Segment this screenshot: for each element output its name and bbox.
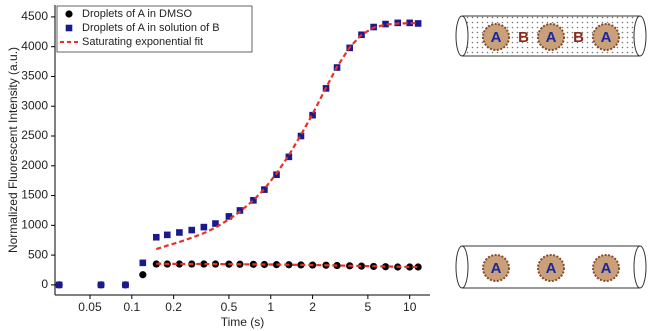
point [357, 262, 366, 270]
point [163, 231, 171, 239]
point [225, 213, 233, 220]
point [236, 207, 244, 214]
y-tick-label: 500 [28, 247, 48, 261]
particle-label: A [546, 260, 557, 277]
point [261, 186, 268, 193]
y-tick-label: 2500 [21, 128, 48, 142]
legend-label: Droplets of A in solution of B [82, 22, 220, 34]
point [176, 229, 183, 236]
particle [482, 23, 510, 51]
point [285, 153, 293, 161]
y-tick-label: 2000 [21, 158, 48, 172]
tube-end [455, 245, 469, 289]
point [382, 20, 389, 28]
fit-line [155, 22, 419, 251]
legend-marker [65, 24, 73, 32]
legend-label: Droplets of A in DMSO [82, 8, 192, 20]
particle-label: A [546, 29, 557, 46]
tube-end [633, 245, 647, 289]
particle [537, 254, 565, 282]
x-tick-label: 2 [309, 300, 316, 314]
x-tick-label: 1 [267, 300, 274, 314]
particle-label: A [601, 29, 612, 46]
point [55, 281, 63, 289]
point [309, 111, 316, 119]
particle-label: A [491, 29, 502, 46]
point [152, 260, 160, 268]
x-tick-label: 0.2 [165, 300, 182, 314]
point [139, 259, 147, 267]
fit-line [156, 262, 419, 269]
point [122, 281, 129, 289]
x-axis-label: Time (s) [221, 315, 265, 329]
particle [482, 254, 510, 282]
solute-label: B [518, 29, 529, 46]
diagram: A B A B AA A A [455, 15, 647, 289]
legend-marker [65, 10, 73, 18]
point [97, 281, 105, 289]
y-tick-label: 1500 [21, 188, 48, 202]
x-tick-label: 0.5 [221, 300, 238, 314]
particle [592, 254, 620, 282]
point [297, 132, 305, 140]
particle [592, 23, 620, 51]
y-tick-label: 3000 [21, 98, 48, 112]
tube-end [633, 15, 647, 57]
point [200, 260, 208, 268]
y-tick-label: 4500 [21, 9, 48, 23]
y-tick-label: 0 [41, 277, 48, 291]
point [414, 20, 422, 27]
y-axis-label: Normalized Fluorescent Intensity (a.u.) [6, 47, 20, 253]
point [406, 19, 413, 27]
tube-end [455, 15, 469, 57]
point [406, 263, 414, 271]
point [381, 263, 390, 271]
chart: 0 500 1000 1500 2000 2500 3000 3500 4000 4500 0.05… [6, 5, 430, 329]
point [175, 260, 183, 268]
y-tick-label: 1000 [21, 218, 48, 232]
legend-label: Saturating exponential fit [82, 36, 203, 48]
x-tick-label: 10 [403, 300, 417, 314]
point [250, 197, 257, 204]
legend-box [56, 5, 253, 53]
point [200, 223, 208, 231]
solute-label: B [573, 29, 584, 46]
x-tick-label: 5 [365, 300, 372, 314]
point [152, 233, 160, 241]
point [414, 263, 422, 271]
particle-label: A [491, 260, 502, 277]
point [212, 220, 219, 227]
x-tick-label: 0.1 [123, 300, 140, 314]
particle [537, 23, 565, 51]
point [188, 226, 196, 234]
y-tick-label: 4000 [21, 39, 48, 53]
x-tick-label: 0.05 [78, 300, 102, 314]
particle-label: A [601, 260, 612, 277]
y-tick-label: 3500 [21, 69, 48, 83]
point [139, 271, 147, 279]
